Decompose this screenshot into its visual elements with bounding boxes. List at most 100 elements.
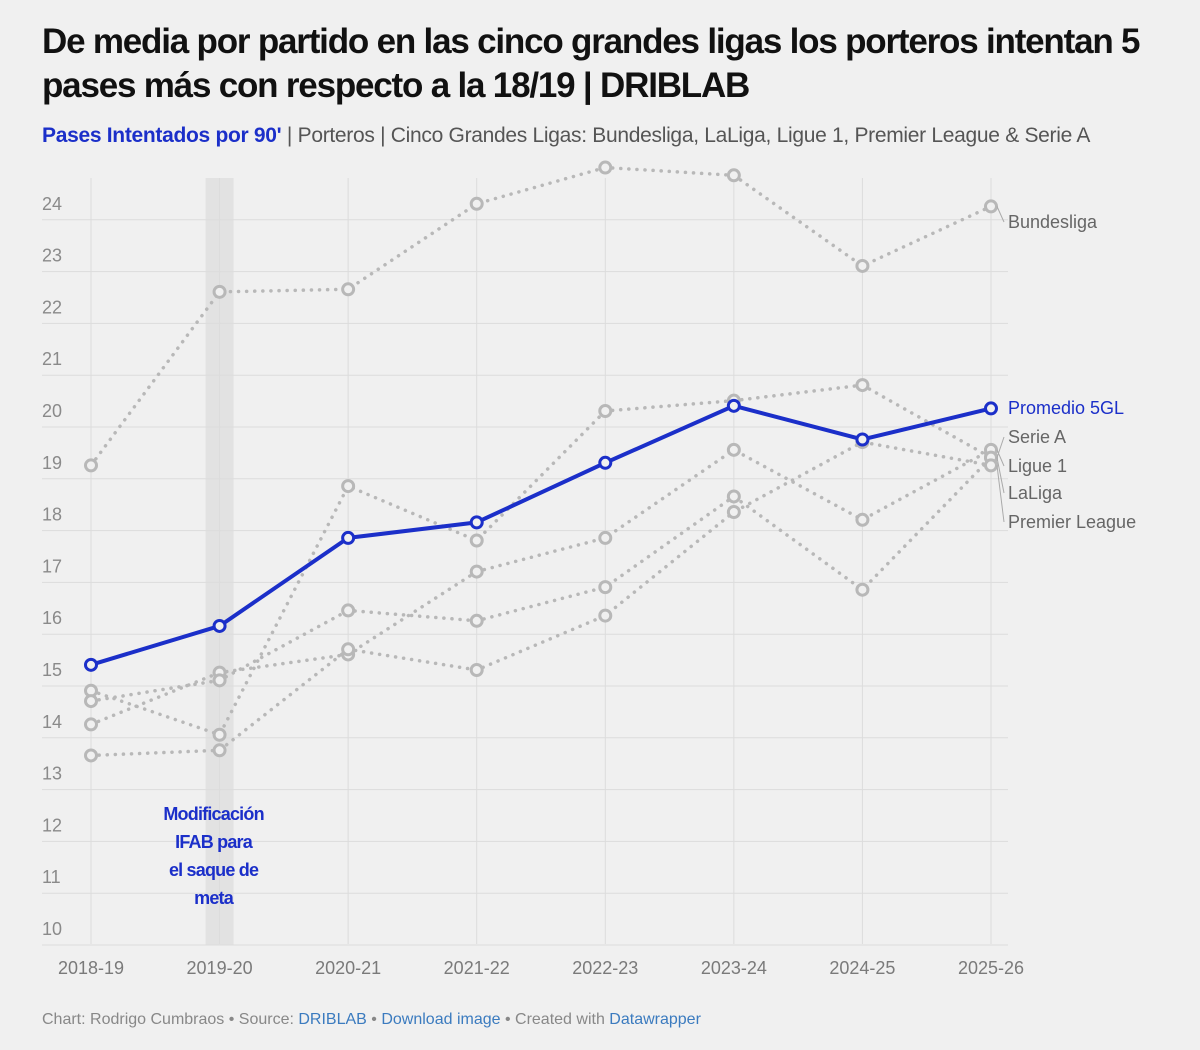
- point-laliga: [469, 613, 484, 628]
- annotation-line: el saque de: [169, 860, 259, 880]
- point-laliga: [84, 694, 98, 709]
- series-promedio-5gl: [84, 398, 998, 672]
- point-bundesliga: [983, 199, 998, 214]
- annotation-line: meta: [194, 888, 235, 908]
- point-laliga: [726, 489, 741, 504]
- y-tick-label: 13: [42, 764, 62, 784]
- point-promedio-5gl: [598, 455, 613, 470]
- label-leader-ligue-1: [996, 449, 1005, 467]
- point-promedio-5gl: [84, 657, 98, 672]
- point-serie-a: [341, 479, 356, 494]
- x-tick-label: 2020-21: [315, 958, 381, 978]
- series-line-laliga: [89, 455, 993, 703]
- point-promedio-5gl: [341, 530, 356, 545]
- point-promedio-5gl: [855, 432, 870, 447]
- point-promedio-5gl: [983, 401, 998, 416]
- x-tick-label: 2025-26: [958, 958, 1024, 978]
- point-premier-league: [469, 663, 484, 677]
- series-line-bundesliga: [89, 165, 993, 468]
- point-promedio-5gl: [726, 398, 741, 413]
- source-link[interactable]: DRIBLAB: [298, 1011, 367, 1028]
- point-serie-a: [469, 533, 484, 548]
- point-promedio-5gl: [212, 618, 227, 633]
- point-bundesliga: [726, 168, 741, 183]
- point-promedio-5gl: [469, 515, 484, 530]
- y-tick-label: 12: [42, 815, 62, 835]
- point-bundesliga: [469, 196, 484, 211]
- y-axis: 10 11 12 13 14 15 16 17 18 19 20 21 22 23 24: [42, 194, 62, 939]
- label-ligue-1: Ligue 1: [1008, 456, 1067, 476]
- y-tick-label: 19: [42, 453, 62, 473]
- subtitle-rest: | Porteros | Cinco Grandes Ligas: Bundes…: [281, 124, 1091, 147]
- chart-subtitle: Pases Intentados por 90' | Porteros | Ci…: [42, 122, 1182, 150]
- y-tick-label: 18: [42, 505, 62, 525]
- x-tick-label: 2023-24: [701, 958, 767, 978]
- point-bundesliga: [84, 458, 98, 473]
- footer-credit: Chart: Rodrigo Cumbraos: [42, 1011, 225, 1028]
- x-tick-label: 2021-22: [444, 958, 510, 978]
- label-serie-a: Serie A: [1008, 427, 1066, 447]
- point-ligue-1: [84, 717, 98, 732]
- series-line-promedio-5gl: [90, 403, 992, 667]
- y-tick-label: 17: [42, 556, 62, 576]
- label-promedio-5gl: Promedio 5GL: [1008, 398, 1124, 418]
- point-premier-league: [598, 608, 613, 623]
- point-serie-a: [598, 404, 613, 418]
- point-bundesliga: [855, 258, 870, 273]
- annotation-line: IFAB para: [175, 832, 254, 852]
- datawrapper-link[interactable]: Datawrapper: [609, 1011, 701, 1028]
- footer: Chart: Rodrigo Cumbraos • Source: DRIBLA…: [42, 1011, 701, 1029]
- annotation-line: Modificación: [163, 804, 263, 824]
- series-line-serie-a: [89, 383, 993, 737]
- point-laliga: [212, 673, 227, 688]
- point-premier-league: [341, 642, 356, 657]
- point-bundesliga: [212, 284, 227, 299]
- y-tick-label: 16: [42, 608, 62, 628]
- annotation: Modificación IFAB para el saque de meta: [163, 804, 264, 908]
- label-leader-premier-league: [996, 465, 1005, 523]
- y-tick-label: 21: [42, 349, 62, 369]
- label-leader-laliga: [996, 457, 1005, 494]
- y-tick-label: 11: [42, 867, 61, 887]
- x-tick-label: 2019-20: [187, 958, 253, 978]
- label-bundesliga: Bundesliga: [1008, 212, 1098, 232]
- series-bundesliga: [84, 160, 998, 473]
- subtitle-highlight: Pases Intentados por 90': [42, 124, 282, 147]
- label-premier-league: Premier League: [1008, 512, 1136, 532]
- point-ligue-1: [469, 564, 484, 579]
- point-premier-league: [212, 743, 227, 758]
- point-laliga: [855, 582, 870, 597]
- series-line-premier-league: [89, 440, 993, 758]
- label-leader-serie-a: [996, 436, 1005, 458]
- label-laliga: LaLiga: [1008, 483, 1063, 503]
- series-labels: Bundesliga Promedio 5GL Serie A Ligue 1 LaLi…: [996, 206, 1136, 532]
- point-laliga: [598, 580, 613, 595]
- footer-sep: • Created with: [500, 1011, 610, 1028]
- point-ligue-1: [855, 512, 870, 527]
- series: [84, 160, 998, 763]
- x-axis: 2018-19 2019-20 2020-21 2021-22 2022-23 2023-…: [58, 958, 1024, 978]
- x-tick-label: 2024-25: [829, 958, 895, 978]
- point-ligue-1: [598, 530, 613, 545]
- y-tick-label: 20: [42, 401, 62, 421]
- point-premier-league: [726, 505, 741, 520]
- point-laliga: [341, 603, 356, 618]
- grid: [42, 178, 1008, 946]
- y-tick-label: 15: [42, 660, 62, 680]
- series-premier-league: [84, 435, 998, 763]
- point-premier-league: [84, 748, 98, 763]
- footer-sep: •: [366, 1011, 382, 1028]
- footer-sep: • Source:: [224, 1011, 299, 1028]
- point-ligue-1: [726, 442, 741, 457]
- point-premier-league: [983, 458, 998, 473]
- y-tick-label: 24: [42, 194, 62, 214]
- x-tick-label: 2018-19: [58, 958, 124, 978]
- y-tick-label: 22: [42, 297, 62, 317]
- y-tick-label: 10: [42, 919, 62, 939]
- y-tick-label: 14: [42, 712, 62, 732]
- label-leader-bundesliga: [996, 206, 1005, 223]
- point-bundesliga: [598, 160, 613, 175]
- point-bundesliga: [341, 282, 356, 297]
- download-image-link[interactable]: Download image: [381, 1011, 501, 1028]
